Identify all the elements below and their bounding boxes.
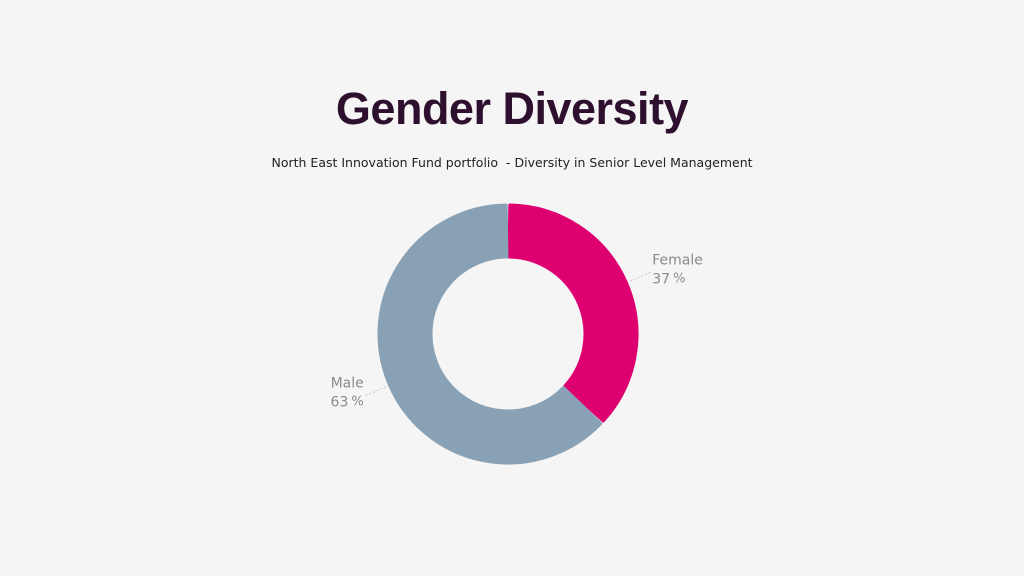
slice-label-female: Female <box>652 252 703 268</box>
slice-female <box>507 203 639 423</box>
slice-label-male: Male <box>331 376 364 392</box>
leader-line-female <box>629 271 651 282</box>
donut-slices <box>377 203 639 465</box>
chart-title: Gender Diversity <box>335 83 689 134</box>
chart-subtitle: North East Innovation Fund portfolio - D… <box>271 155 753 170</box>
slice-labels: Female 37 % Male 63% <box>331 252 703 410</box>
slice-male <box>377 203 603 465</box>
slice-value-female: 37% <box>652 271 685 287</box>
leader-line-male <box>365 386 387 397</box>
slice-value-male: 63% <box>331 395 364 411</box>
